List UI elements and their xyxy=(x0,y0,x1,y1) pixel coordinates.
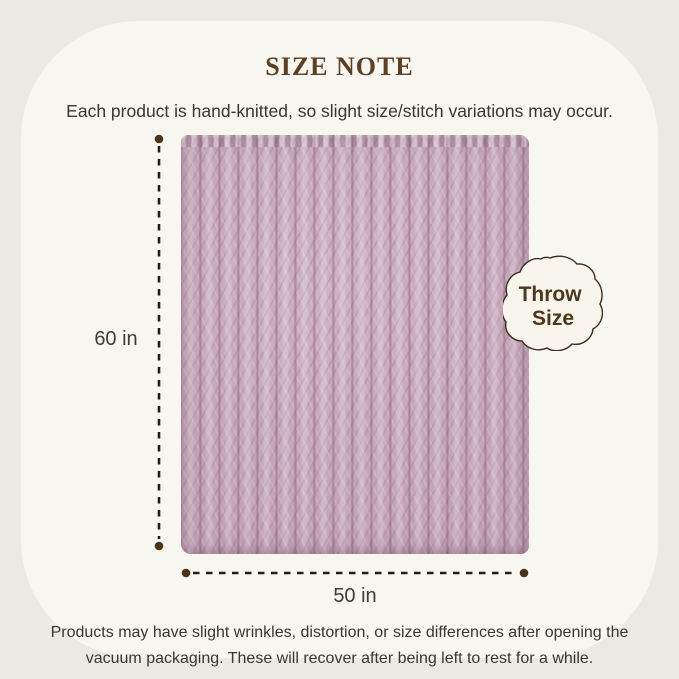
throw-size-badge: Throw Size xyxy=(503,255,603,351)
subtitle-text: Each product is hand-knitted, so slight … xyxy=(66,101,613,121)
page-title: SIZE NOTE xyxy=(265,52,414,81)
width-dimension-line xyxy=(181,568,529,578)
badge-text: Throw Size xyxy=(519,283,588,330)
footer-line-2: vacuum packaging. These will recover aft… xyxy=(85,650,594,667)
dimension-dot-bottom xyxy=(154,541,164,551)
dimension-dot-right xyxy=(519,568,529,578)
card-background: SIZE NOTE Each product is hand-knitted, … xyxy=(21,21,658,667)
badge-blob-shape xyxy=(503,255,603,351)
badge-text-line2: Size xyxy=(532,307,574,330)
height-dimension-line xyxy=(154,134,164,551)
width-label: 50 in xyxy=(333,585,377,607)
height-label: 60 in xyxy=(94,328,138,350)
blanket-photo xyxy=(181,135,529,554)
dimension-dot-top xyxy=(154,134,164,144)
badge-text-line1: Throw xyxy=(519,283,583,306)
footer-note: Products may have slight wrinkles, disto… xyxy=(21,620,658,672)
dimension-dot-left xyxy=(181,568,191,578)
footer-line-1: Products may have slight wrinkles, disto… xyxy=(50,624,629,641)
